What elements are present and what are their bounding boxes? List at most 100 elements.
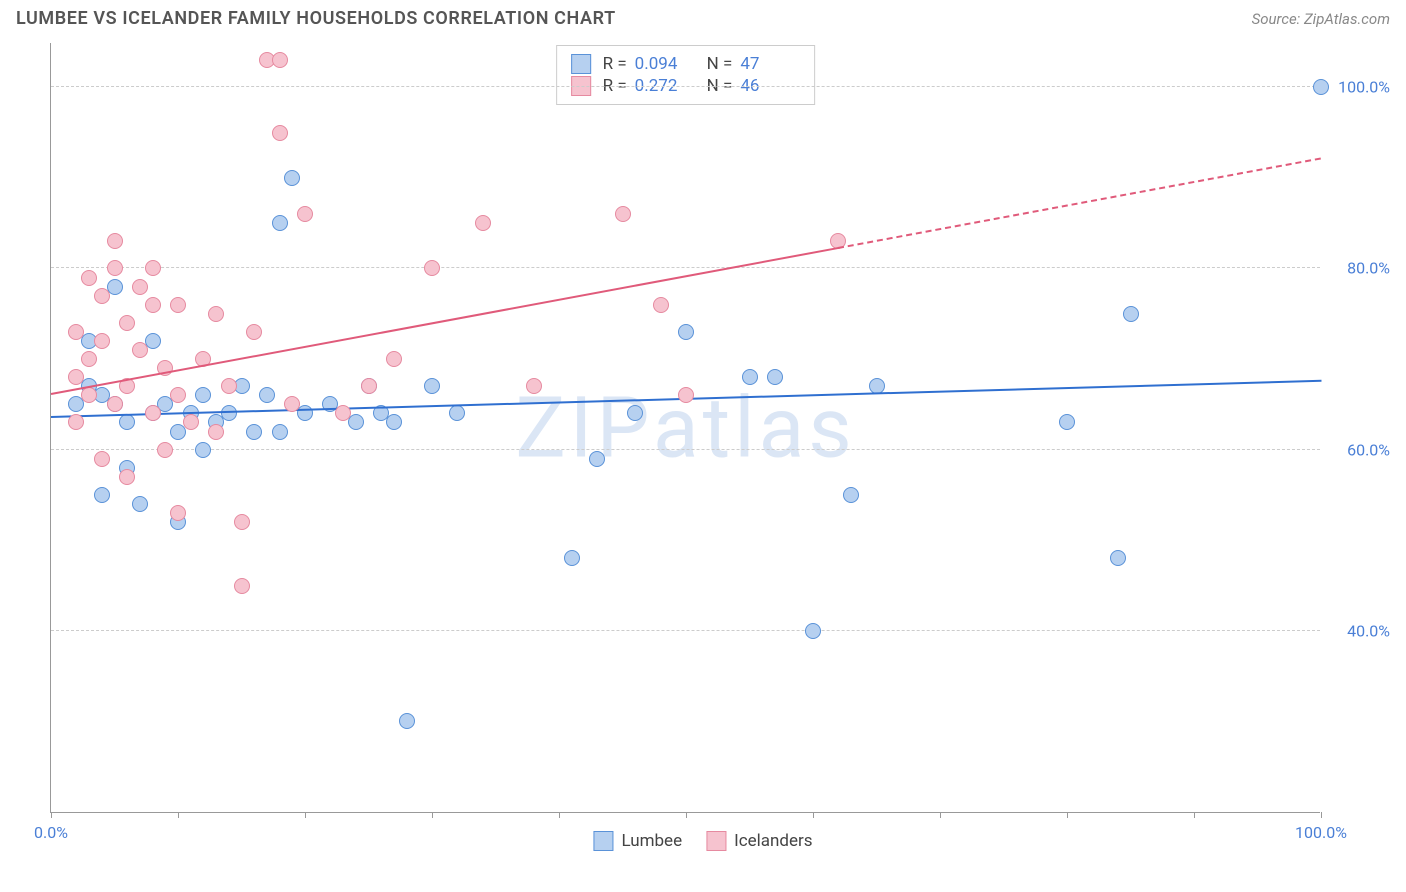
legend-series-label: Lumbee [621,831,682,851]
scatter-point [94,451,110,467]
scatter-point [195,442,211,458]
x-tick-label: 0.0% [34,823,68,842]
scatter-point [119,469,135,485]
x-tick [813,812,814,818]
scatter-point [843,487,859,503]
gridline [51,630,1320,631]
scatter-point [68,369,84,385]
scatter-point [742,369,758,385]
legend-swatch [706,831,726,851]
legend-row: R =0.094N =47 [571,54,801,74]
legend-item: Icelanders [706,831,812,851]
scatter-point [157,442,173,458]
scatter-point [68,324,84,340]
scatter-point [221,405,237,421]
scatter-point [386,414,402,430]
scatter-point [272,215,288,231]
scatter-point [145,260,161,276]
scatter-point [132,496,148,512]
scatter-point [81,387,97,403]
scatter-point [1110,550,1126,566]
scatter-point [119,414,135,430]
scatter-point [424,260,440,276]
scatter-point [805,623,821,639]
series-legend: Lumbee Icelanders [593,831,812,851]
x-tick [940,812,941,818]
scatter-point [259,387,275,403]
x-tick [305,812,306,818]
correlation-legend: R =0.094N =47R =0.272N =46 [556,45,816,105]
y-tick-label: 60.0% [1347,440,1390,459]
legend-item: Lumbee [593,831,682,851]
scatter-point [94,288,110,304]
scatter-point [170,387,186,403]
chart-area: Family Households ZIPatlas R =0.094N =47… [0,33,1406,853]
scatter-point [132,279,148,295]
scatter-point [246,424,262,440]
scatter-point [170,505,186,521]
trend-line [51,247,839,395]
scatter-point [653,297,669,313]
scatter-point [361,378,377,394]
scatter-point [183,414,199,430]
scatter-point [107,260,123,276]
scatter-point [208,424,224,440]
scatter-point [195,387,211,403]
scatter-point [1059,414,1075,430]
scatter-point [678,324,694,340]
scatter-point [107,233,123,249]
legend-r-value: 0.094 [635,54,695,74]
scatter-point [767,369,783,385]
x-tick [559,812,560,818]
chart-title: LUMBEE VS ICELANDER FAMILY HOUSEHOLDS CO… [16,8,616,29]
scatter-point [284,170,300,186]
x-tick [1067,812,1068,818]
scatter-point [94,487,110,503]
scatter-point [526,378,542,394]
scatter-point [246,324,262,340]
scatter-point [132,342,148,358]
y-tick-label: 40.0% [1347,621,1390,640]
gridline [51,267,1320,268]
scatter-point [234,514,250,530]
legend-n-key: N = [707,54,733,74]
scatter-point [284,396,300,412]
legend-swatch [571,54,591,74]
header-bar: LUMBEE VS ICELANDER FAMILY HOUSEHOLDS CO… [0,0,1406,33]
legend-swatch [593,831,613,851]
scatter-point [297,206,313,222]
scatter-point [678,387,694,403]
source-attribution: Source: ZipAtlas.com [1252,10,1390,28]
scatter-point [145,297,161,313]
scatter-point [564,550,580,566]
gridline [51,449,1320,450]
scatter-point [475,215,491,231]
scatter-point [81,270,97,286]
scatter-point [81,351,97,367]
scatter-point [272,52,288,68]
x-tick-label: 100.0% [1295,823,1347,842]
scatter-point [627,405,643,421]
scatter-point [119,315,135,331]
scatter-plot: ZIPatlas R =0.094N =47R =0.272N =46 40.0… [50,43,1320,813]
scatter-point [424,378,440,394]
x-tick [686,812,687,818]
legend-r-key: R = [603,54,627,74]
scatter-point [335,405,351,421]
scatter-point [234,578,250,594]
trend-line [838,158,1321,249]
x-tick [178,812,179,818]
scatter-point [615,206,631,222]
scatter-point [272,424,288,440]
y-tick-label: 100.0% [1338,78,1390,97]
legend-series-label: Icelanders [734,831,812,851]
x-tick [1321,812,1322,818]
scatter-point [386,351,402,367]
scatter-point [208,306,224,322]
scatter-point [1313,79,1329,95]
x-tick [1194,812,1195,818]
x-tick [51,812,52,818]
scatter-point [94,333,110,349]
page-root: LUMBEE VS ICELANDER FAMILY HOUSEHOLDS CO… [0,0,1406,892]
scatter-point [449,405,465,421]
